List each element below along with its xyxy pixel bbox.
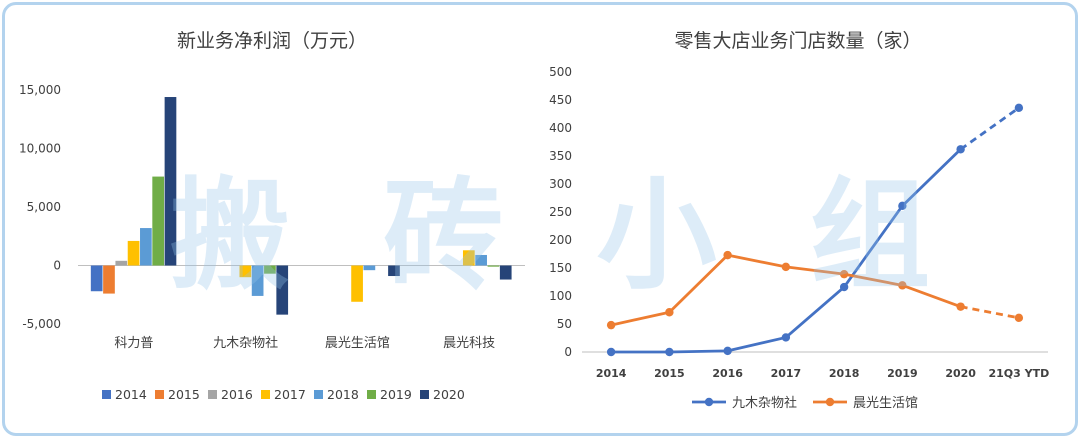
bar-2020 bbox=[388, 265, 400, 277]
y-tick-label: 5,000 bbox=[27, 200, 61, 214]
x-tick-label: 2017 bbox=[771, 367, 802, 380]
legend-label-2016: 2016 bbox=[221, 387, 253, 402]
x-tick-label: 2020 bbox=[945, 367, 976, 380]
point-九木杂物社 bbox=[665, 347, 674, 357]
y-tick-label: 450 bbox=[549, 93, 572, 107]
legend-label-晨光生活馆: 晨光生活馆 bbox=[853, 396, 918, 411]
legend-label-2020: 2020 bbox=[433, 387, 465, 402]
y-tick-label: -5,000 bbox=[22, 317, 61, 331]
bar-2019 bbox=[152, 176, 165, 266]
bar-2020 bbox=[164, 97, 177, 266]
point-晨光生活馆 bbox=[781, 262, 791, 272]
point-晨光生活馆 bbox=[839, 269, 849, 279]
y-tick-label: 50 bbox=[557, 317, 572, 331]
x-category-label: 晨光科技 bbox=[443, 336, 495, 351]
legend-marker-九木杂物社 bbox=[704, 397, 714, 407]
legend-marker-晨光生活馆 bbox=[825, 397, 835, 407]
x-category-label: 科力普 bbox=[114, 336, 153, 351]
point-晨光生活馆 bbox=[1014, 313, 1024, 323]
legend-swatch-2016 bbox=[208, 390, 217, 399]
bar-2017 bbox=[351, 265, 363, 302]
y-tick-label: 100 bbox=[549, 289, 572, 303]
point-晨光生活馆 bbox=[665, 308, 674, 317]
y-tick-label: 350 bbox=[549, 149, 572, 163]
legend-label-2014: 2014 bbox=[115, 387, 147, 402]
bar-2018 bbox=[140, 228, 152, 266]
legend-swatch-2018 bbox=[314, 390, 323, 399]
chart-frame bbox=[2, 2, 1078, 436]
legend-label-2018: 2018 bbox=[327, 387, 359, 402]
x-category-label: 九木杂物社 bbox=[213, 335, 278, 351]
point-晨光生活馆 bbox=[606, 320, 616, 330]
line-九木杂物社 bbox=[611, 148, 962, 354]
bar-2020 bbox=[276, 265, 289, 315]
x-tick-label: 21Q3 YTD bbox=[989, 367, 1050, 380]
bar-2019 bbox=[264, 265, 276, 274]
bar-chart: 新业务净利润（万元） -5,000 0 5,000 10,000 15,000 科力普 九… bbox=[19, 30, 525, 402]
y-tick-label: 400 bbox=[549, 121, 572, 135]
x-category-label: 晨光生活馆 bbox=[325, 336, 390, 351]
legend-label-九木杂物社: 九木杂物社 bbox=[732, 395, 797, 411]
x-tick-label: 2016 bbox=[712, 367, 743, 380]
legend-swatch-2015 bbox=[155, 390, 164, 399]
bar-2017 bbox=[239, 265, 252, 278]
x-tick-label: 2014 bbox=[596, 367, 627, 380]
line-dashed-晨光生活馆 bbox=[960, 305, 1020, 320]
point-九木杂物社 bbox=[723, 346, 732, 356]
point-九木杂物社 bbox=[781, 333, 791, 342]
line-chart-title: 零售大店业务门店数量（家） bbox=[674, 30, 921, 52]
x-tick-label: 2018 bbox=[829, 367, 860, 380]
bar-chart-panel: 新业务净利润（万元） -5,000 0 5,000 10,000 15,000 科力普 九… bbox=[19, 30, 525, 402]
x-tick-label: 2019 bbox=[887, 367, 918, 380]
bar-chart-title: 新业务净利润（万元） bbox=[177, 30, 367, 52]
bar-2019 bbox=[487, 265, 500, 267]
y-tick-label: 0 bbox=[53, 259, 61, 273]
legend-swatch-2020 bbox=[420, 390, 429, 399]
legend-label-2015: 2015 bbox=[168, 387, 200, 402]
bar-2015 bbox=[103, 265, 115, 294]
y-tick-label: 200 bbox=[549, 233, 572, 247]
line-chart: 零售大店业务门店数量（家） 0 50 100 150 200 250 300 350 400 45… bbox=[549, 30, 1050, 411]
bar-2018 bbox=[251, 265, 264, 296]
y-tick-label: 250 bbox=[549, 205, 572, 219]
bar-2020 bbox=[499, 265, 512, 280]
x-tick-label: 2015 bbox=[654, 367, 685, 380]
y-tick-label: 0 bbox=[564, 345, 572, 359]
bar-2018 bbox=[363, 265, 376, 271]
point-九木杂物社 bbox=[839, 282, 849, 292]
point-九木杂物社 bbox=[606, 347, 616, 357]
y-tick-label: 300 bbox=[549, 177, 572, 191]
legend-swatch-2019 bbox=[367, 390, 376, 399]
point-九木杂物社 bbox=[898, 201, 907, 211]
y-tick-label: 500 bbox=[549, 65, 572, 79]
legend-label-2019: 2019 bbox=[380, 387, 412, 402]
line-dashed-九木杂物社 bbox=[959, 106, 1020, 151]
bar-2017 bbox=[462, 250, 475, 266]
point-晨光生活馆 bbox=[956, 302, 965, 311]
bar-2018 bbox=[475, 254, 487, 266]
point-晨光生活馆 bbox=[898, 281, 907, 290]
legend-swatch-2014 bbox=[102, 390, 111, 399]
point-晨光生活馆 bbox=[723, 250, 732, 260]
y-tick-label: 15,000 bbox=[19, 83, 61, 97]
y-tick-label: 10,000 bbox=[19, 142, 61, 156]
bar-2014 bbox=[90, 265, 103, 292]
line-chart-panel: 零售大店业务门店数量（家） 0 50 100 150 200 250 300 350 400 45… bbox=[540, 0, 1070, 442]
y-tick-label: 150 bbox=[549, 261, 572, 275]
point-九木杂物社 bbox=[1014, 103, 1024, 113]
bar-2017 bbox=[127, 240, 140, 266]
point-九木杂物社 bbox=[956, 145, 965, 154]
legend-swatch-2017 bbox=[261, 390, 270, 399]
bar-2016 bbox=[115, 260, 128, 266]
legend-label-2017: 2017 bbox=[274, 387, 306, 402]
